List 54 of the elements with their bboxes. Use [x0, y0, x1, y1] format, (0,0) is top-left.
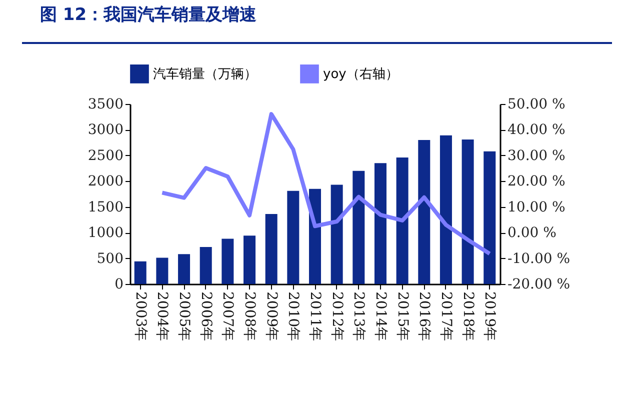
- x-tick-label: 2017年: [438, 292, 454, 342]
- x-tick-label: 2006年: [198, 292, 214, 342]
- x-tick-label: 2016年: [416, 292, 432, 342]
- bar: [352, 170, 365, 284]
- y2-tick-label: 30.00 %: [508, 148, 566, 164]
- y2-tick-label: 20.00 %: [508, 174, 566, 190]
- y-tick-label: 0: [114, 276, 124, 292]
- bar: [308, 188, 322, 284]
- bar: [222, 238, 234, 284]
- bar: [156, 258, 168, 284]
- bar: [374, 163, 386, 284]
- x-tick-label: 2005年: [176, 292, 192, 342]
- bar: [287, 190, 300, 284]
- legend-label: yoy（右轴）: [323, 66, 398, 82]
- bar: [178, 254, 190, 284]
- x-tick-label: 2013年: [350, 292, 367, 342]
- x-tick-label: 2004年: [154, 292, 170, 342]
- x-tick-label: 2009年: [263, 292, 280, 342]
- y2-tick-label: -20.00 %: [508, 276, 570, 292]
- x-tick-label: 2007年: [220, 292, 236, 342]
- y-tick-label: 3500: [88, 96, 124, 112]
- bar: [134, 261, 146, 284]
- x-tick-label: 2011年: [307, 292, 323, 342]
- y2-tick-label: 40.00 %: [508, 122, 566, 138]
- y-tick-label: 3000: [88, 122, 124, 138]
- y2-tick-label: 50.00 %: [508, 96, 566, 112]
- chart-title: 图 12：我国汽车销量及增速: [40, 5, 257, 25]
- x-tick-label: 2003年: [132, 292, 148, 342]
- x-tick-label: 2018年: [460, 292, 476, 342]
- y2-tick-label: 10.00 %: [508, 199, 566, 216]
- bar: [462, 139, 474, 284]
- bar: [330, 184, 343, 284]
- bar: [265, 214, 278, 284]
- y-tick-label: 1000: [88, 225, 124, 242]
- x-tick-label: 2019年: [482, 292, 498, 342]
- bar: [484, 151, 496, 284]
- y2-tick-label: -10.00 %: [508, 250, 570, 267]
- x-tick-label: 2014年: [372, 292, 388, 342]
- x-tick-label: 2010年: [285, 292, 302, 342]
- bar: [200, 246, 212, 284]
- x-tick-label: 2015年: [394, 292, 410, 342]
- line-series: [160, 112, 492, 256]
- y2-tick-label: 0.00 %: [508, 225, 556, 242]
- bar: [440, 135, 452, 284]
- x-tick-label: 2012年: [328, 292, 345, 342]
- x-tick-label: 2008年: [242, 292, 258, 342]
- bar: [244, 236, 256, 284]
- legend-label: 汽车销量（万辆）: [153, 66, 257, 82]
- y-tick-label: 2500: [88, 148, 124, 164]
- bar: [396, 157, 408, 284]
- bar: [418, 140, 430, 284]
- y-tick-label: 1500: [88, 199, 124, 216]
- y-tick-label: 2000: [88, 174, 124, 190]
- y-tick-label: 500: [96, 250, 124, 267]
